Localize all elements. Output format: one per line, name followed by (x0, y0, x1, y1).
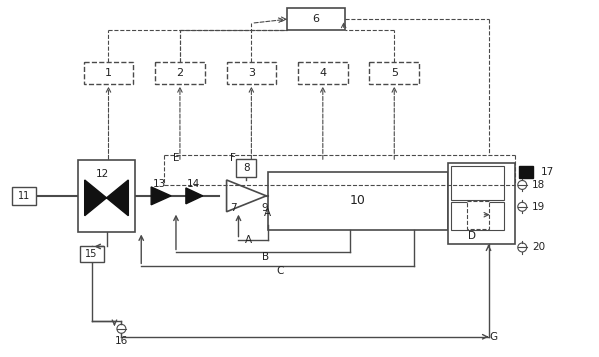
Text: 4: 4 (319, 68, 326, 78)
Bar (370, 62, 419, 84)
Text: 11: 11 (18, 191, 31, 201)
Bar (519, 166, 533, 178)
Text: G: G (489, 332, 498, 342)
Text: A: A (245, 235, 252, 245)
Text: E: E (173, 153, 179, 163)
Text: C: C (277, 266, 284, 276)
Bar (448, 163, 515, 245)
Polygon shape (151, 187, 171, 205)
Text: 8: 8 (243, 163, 250, 173)
Text: 2: 2 (176, 68, 183, 78)
Bar (237, 159, 256, 177)
Text: D: D (468, 231, 476, 241)
Text: 14: 14 (187, 179, 201, 189)
Text: 17: 17 (541, 167, 554, 177)
Text: F: F (229, 153, 235, 163)
Bar (298, 62, 347, 84)
Text: 1: 1 (105, 68, 112, 78)
Polygon shape (226, 180, 267, 212)
Text: 16: 16 (115, 336, 128, 346)
Text: 13: 13 (153, 179, 166, 189)
Text: 5: 5 (391, 68, 398, 78)
Bar (226, 62, 276, 84)
Bar (287, 8, 344, 30)
Bar (451, 166, 504, 200)
Polygon shape (186, 188, 202, 204)
Text: A: A (264, 208, 271, 218)
Bar (78, 160, 135, 232)
Text: 20: 20 (532, 242, 545, 252)
Bar (12, 187, 36, 205)
Text: 7: 7 (230, 203, 237, 213)
Text: 12: 12 (96, 169, 109, 179)
Text: 9: 9 (261, 203, 268, 213)
Text: 6: 6 (312, 14, 319, 24)
Bar (451, 202, 504, 230)
Bar (80, 246, 104, 262)
Text: 19: 19 (532, 202, 546, 212)
Text: 18: 18 (532, 180, 546, 190)
Text: 10: 10 (350, 194, 366, 207)
Bar (268, 172, 448, 230)
Polygon shape (84, 180, 128, 216)
Bar (84, 62, 134, 84)
Text: 3: 3 (248, 68, 255, 78)
Text: 15: 15 (86, 250, 98, 260)
Bar (155, 62, 205, 84)
Text: B: B (262, 252, 269, 262)
Bar (467, 201, 489, 228)
